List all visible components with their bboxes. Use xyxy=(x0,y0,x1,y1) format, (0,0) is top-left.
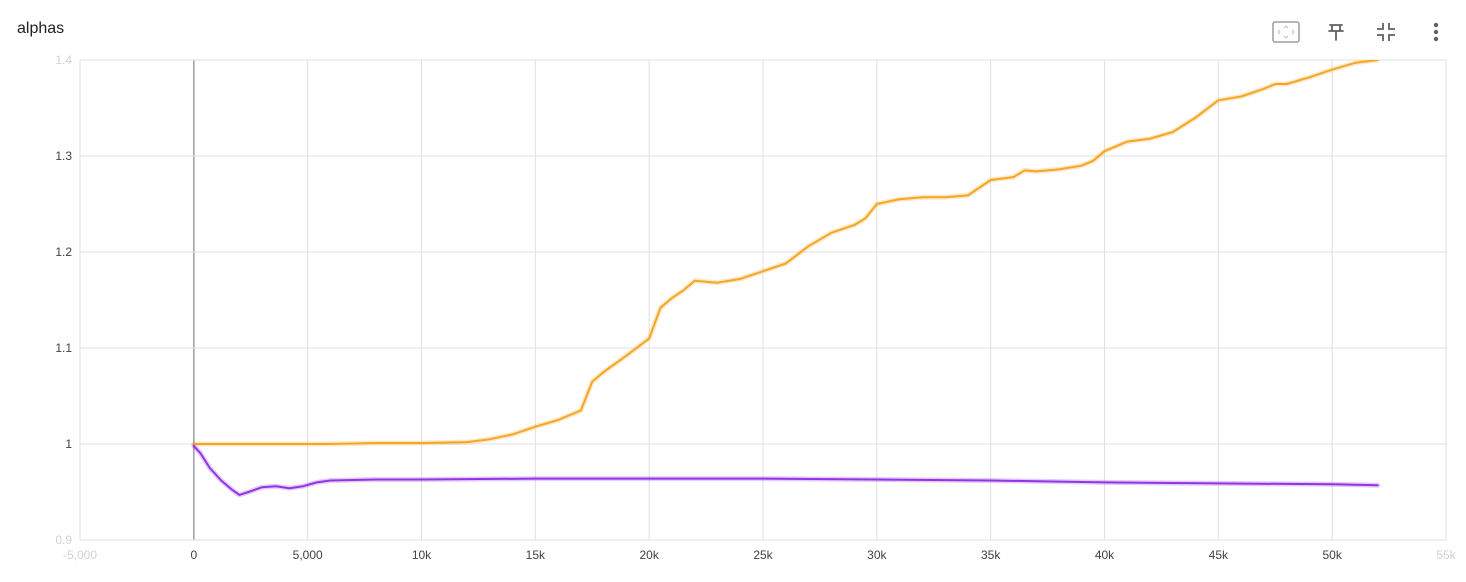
y-tick-label: 1.4 xyxy=(55,53,72,67)
x-tick-label: 45k xyxy=(1209,548,1229,562)
x-tick-label: 40k xyxy=(1095,548,1115,562)
y-tick-label: 1 xyxy=(65,437,72,451)
x-tick-label: -5,000 xyxy=(63,548,97,562)
collapse-button[interactable] xyxy=(1370,16,1402,48)
series-line-0[interactable] xyxy=(192,60,1379,445)
y-tick-label: 1.2 xyxy=(55,245,72,259)
fit-domain-button[interactable] xyxy=(1270,16,1302,48)
series-line-1[interactable] xyxy=(192,444,1379,496)
x-tick-label: 30k xyxy=(867,548,887,562)
y-tick-label: 1.3 xyxy=(55,149,72,163)
x-tick-label: 20k xyxy=(639,548,659,562)
more-vert-icon xyxy=(1433,22,1439,42)
x-tick-label: 5,000 xyxy=(293,548,323,562)
x-tick-label: 25k xyxy=(753,548,773,562)
y-tick-label: 1.1 xyxy=(55,341,72,355)
x-tick-label: 50k xyxy=(1322,548,1342,562)
fit-domain-icon xyxy=(1272,21,1300,43)
chart-title: alphas xyxy=(17,20,65,37)
y-tick-label: 0.9 xyxy=(55,533,72,547)
x-tick-label: 35k xyxy=(981,548,1001,562)
pin-icon xyxy=(1328,24,1344,41)
more-options-button[interactable] xyxy=(1420,16,1452,48)
x-tick-label: 10k xyxy=(412,548,432,562)
x-tick-label: 0 xyxy=(190,548,197,562)
collapse-icon xyxy=(1377,23,1395,41)
x-tick-label: 55k xyxy=(1436,548,1456,562)
x-tick-label: 15k xyxy=(526,548,546,562)
card-toolbar xyxy=(1252,16,1452,48)
pin-button[interactable] xyxy=(1320,16,1352,48)
series-line-halo-1 xyxy=(191,443,1381,498)
